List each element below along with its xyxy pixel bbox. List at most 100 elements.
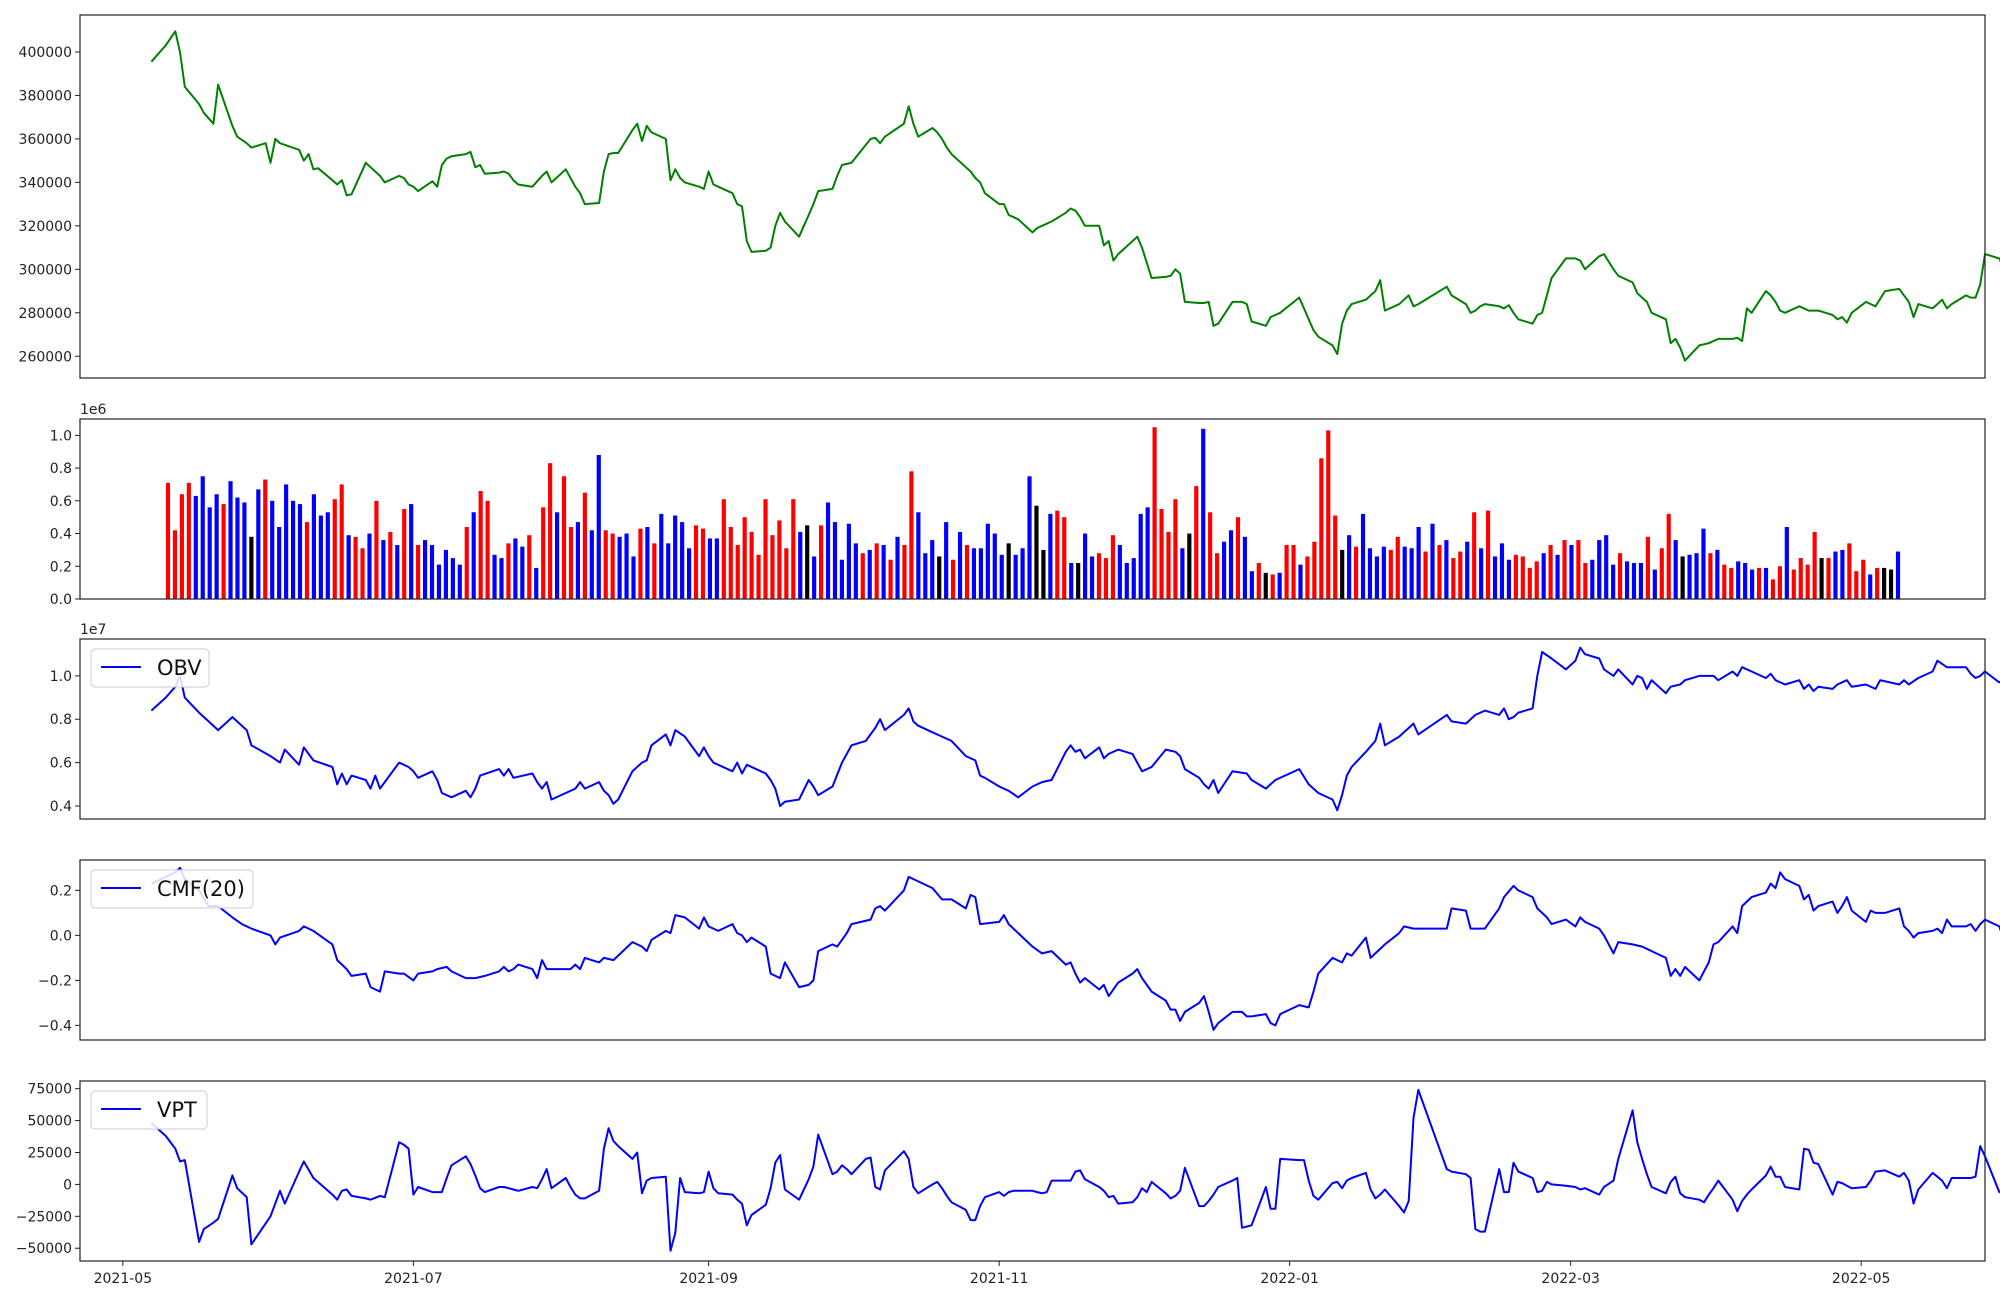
volume-bar xyxy=(1096,553,1102,599)
volume-bar xyxy=(603,530,608,599)
volume-bar xyxy=(1374,556,1379,599)
volume-bar xyxy=(527,535,532,599)
volume-bar xyxy=(1062,517,1067,599)
volume-bar xyxy=(1395,536,1400,599)
x-tick-label: 2022-01 xyxy=(1260,1271,1319,1287)
volume-bar xyxy=(1798,558,1803,599)
volume-bar xyxy=(1812,531,1817,599)
volume-bar xyxy=(436,564,442,599)
volume-bar xyxy=(186,482,191,599)
volume-bar xyxy=(277,527,282,599)
volume-bar xyxy=(1159,509,1164,599)
volume-bar xyxy=(457,564,462,599)
volume-bar xyxy=(881,545,886,599)
volume-bar xyxy=(1458,551,1463,599)
volume-bar xyxy=(1444,540,1449,599)
volume-bar xyxy=(784,548,789,599)
volume-bar xyxy=(902,545,907,599)
volume-bar xyxy=(1416,527,1421,599)
volume-bar xyxy=(1715,549,1720,599)
volume-bar xyxy=(923,553,928,599)
volume-bar xyxy=(1034,505,1039,599)
volume-bar xyxy=(805,525,810,599)
volume-bar xyxy=(1367,548,1373,599)
volume-bar xyxy=(1888,569,1894,599)
price-y-tick-label: 360000 xyxy=(19,132,72,148)
volume-bar xyxy=(492,554,497,599)
price-plot-area xyxy=(150,30,2000,362)
volume-panel: 0.0 0.2 0.4 0.6 0.8 1.0 1e6 xyxy=(50,402,1986,608)
volume-bar xyxy=(1027,476,1032,599)
volume-bar xyxy=(1312,541,1317,599)
volume-bar xyxy=(1492,556,1498,599)
volume-bar xyxy=(1194,486,1199,599)
volume-bar xyxy=(659,513,664,599)
volume-bar xyxy=(1708,553,1713,599)
volume-bar xyxy=(409,504,414,599)
volume-bar xyxy=(1743,563,1748,599)
volume-bar xyxy=(992,533,997,599)
volume-bar xyxy=(1430,523,1435,599)
volume-bar xyxy=(1534,561,1539,599)
volume-bar xyxy=(1353,546,1359,599)
volume-bar xyxy=(1152,427,1157,599)
volume-bar xyxy=(1326,430,1331,599)
volume-bar xyxy=(1138,513,1143,599)
volume-bar xyxy=(1340,549,1345,599)
volume-bar xyxy=(499,558,504,599)
obv-legend: OBV xyxy=(90,648,210,688)
volume-bar xyxy=(214,494,219,599)
volume-bar xyxy=(395,545,400,599)
volume-bar xyxy=(1103,558,1109,599)
volume-bar xyxy=(1652,569,1657,599)
volume-bar xyxy=(228,481,233,599)
volume-bar xyxy=(749,531,754,599)
volume-bar xyxy=(1451,558,1456,599)
vpt-legend-box xyxy=(90,1090,208,1130)
volume-bar xyxy=(1499,543,1505,599)
volume-bar xyxy=(325,512,330,599)
volume-bar xyxy=(360,548,365,599)
volume-exponent-label: 1e6 xyxy=(80,402,107,418)
price-axes-frame xyxy=(79,14,1986,379)
volume-bar xyxy=(728,527,733,599)
price-y-tick-label: 380000 xyxy=(19,88,72,104)
volume-bar xyxy=(1055,510,1060,599)
price-y-axis: 260000 280000 300000 320000 340000 360000 3800… xyxy=(19,45,80,365)
volume-bar xyxy=(895,536,900,599)
vpt-series-line xyxy=(150,1088,2000,1252)
price-y-tick-label: 340000 xyxy=(19,175,72,191)
volume-bar xyxy=(367,533,372,599)
price-y-tick-label: 260000 xyxy=(19,349,72,365)
volume-bar xyxy=(1083,533,1088,599)
volume-bar xyxy=(339,484,344,599)
volume-plot-area xyxy=(165,427,1901,599)
volume-bar xyxy=(332,499,337,599)
volume-bar xyxy=(680,522,685,599)
volume-bar xyxy=(172,530,178,599)
volume-bar xyxy=(1215,553,1220,599)
volume-bar xyxy=(839,559,845,599)
volume-bar xyxy=(1624,561,1630,599)
vpt-legend: VPT xyxy=(90,1090,208,1130)
volume-bar xyxy=(1680,556,1685,599)
volume-bar xyxy=(1402,546,1407,599)
volume-bar xyxy=(1527,567,1532,599)
volume-bar xyxy=(443,549,448,599)
volume-bar xyxy=(888,559,893,599)
volume-bar xyxy=(429,545,435,599)
volume-bar xyxy=(284,484,289,599)
obv-y-axis: 0.4 0.6 0.8 1.0 xyxy=(50,669,80,815)
volume-bar xyxy=(1465,541,1470,599)
volume-bar xyxy=(770,535,775,599)
volume-bar xyxy=(582,492,587,599)
date-x-axis: 2021-05 2021-07 2021-09 2021-11 2022-01 2022-… xyxy=(94,1261,1890,1287)
volume-bar xyxy=(999,554,1004,599)
volume-bar xyxy=(1048,513,1053,599)
volume-bar xyxy=(1187,533,1192,599)
volume-bar xyxy=(874,543,879,599)
volume-bar xyxy=(1333,515,1338,599)
x-tick-label: 2021-11 xyxy=(970,1271,1029,1287)
volume-bar xyxy=(1611,564,1616,599)
cmf-plot-area xyxy=(150,866,2000,1031)
